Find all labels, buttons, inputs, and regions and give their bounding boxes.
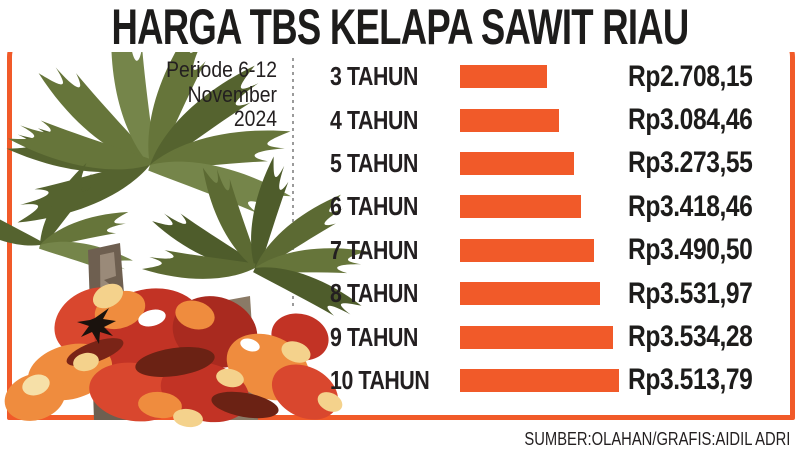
source-credit-text: SUMBER:OLAHAN/GRAFIS:AIDIL ADRI: [523, 429, 790, 449]
bar-track: [460, 151, 628, 175]
source-credit: SUMBER:OLAHAN/GRAFIS:AIDIL ADRI: [524, 429, 790, 450]
bar-row: 10 TAHUN Rp3.513,79: [330, 359, 792, 402]
bar-row: 5 TAHUN Rp3.273,55: [330, 142, 792, 185]
page-title: HARGA TBS KELAPA SAWIT RIAU: [0, 2, 800, 52]
bar-value: Rp3.273,55: [628, 146, 753, 180]
bar-label: 5 TAHUN: [330, 147, 418, 178]
bar-track: [460, 195, 628, 219]
bar-row: 7 TAHUN Rp3.490,50: [330, 229, 792, 272]
bar-label: 10 TAHUN: [330, 364, 430, 395]
bar: [460, 151, 574, 175]
bar: [460, 368, 619, 392]
bar-value: Rp2.708,15: [628, 59, 753, 93]
bar: [460, 65, 547, 89]
period-line-2: November: [187, 81, 277, 107]
bar-value: Rp3.418,46: [628, 189, 753, 223]
bar-row: 3 TAHUN Rp2.708,15: [330, 55, 792, 98]
period-label: Periode 6-12 November 2024: [166, 57, 277, 132]
bar-value: Rp3.490,50: [628, 233, 753, 267]
bar: [460, 108, 559, 132]
bar-row: 8 TAHUN Rp3.531,97: [330, 272, 792, 315]
bar-track: [460, 238, 628, 262]
bar-row: 4 TAHUN Rp3.084,46: [330, 98, 792, 141]
bar: [460, 282, 600, 306]
bar: [460, 238, 594, 262]
bar-label: 8 TAHUN: [330, 278, 418, 309]
bar-row: 9 TAHUN Rp3.534,28: [330, 315, 792, 358]
bar: [460, 325, 613, 349]
bar-chart: 3 TAHUN Rp2.708,15 4 TAHUN Rp3.084,46 5 TAHU…: [330, 55, 792, 403]
period-line-3: 2024: [233, 106, 277, 132]
bar-track: [460, 325, 628, 349]
bar-value: Rp3.084,46: [628, 103, 753, 137]
period-line-1: Periode 6-12: [166, 57, 277, 82]
bar: [460, 195, 581, 219]
bar-track: [460, 65, 628, 89]
bar-label: 7 TAHUN: [330, 234, 418, 265]
bar-label: 6 TAHUN: [330, 191, 418, 222]
bar-label: 4 TAHUN: [330, 104, 418, 135]
bar-track: [460, 108, 628, 132]
dashed-divider: [292, 58, 294, 310]
bar-value: Rp3.531,97: [628, 276, 753, 310]
bar-track: [460, 282, 628, 306]
page-title-text: HARGA TBS KELAPA SAWIT RIAU: [111, 0, 689, 55]
bar-row: 6 TAHUN Rp3.418,46: [330, 185, 792, 228]
bar-value: Rp3.534,28: [628, 320, 753, 354]
bar-label: 9 TAHUN: [330, 321, 418, 352]
bar-label: 3 TAHUN: [330, 61, 418, 92]
bar-track: [460, 368, 628, 392]
bar-value: Rp3.513,79: [628, 363, 753, 397]
